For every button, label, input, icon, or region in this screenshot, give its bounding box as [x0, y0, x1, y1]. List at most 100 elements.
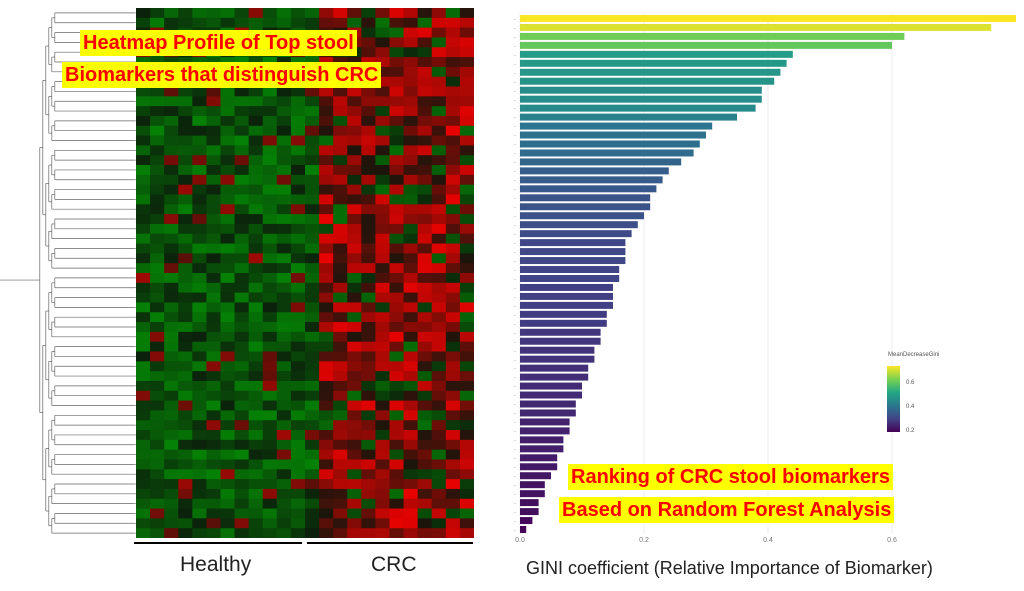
heatmap-cell [248, 96, 264, 107]
heatmap-cell [319, 380, 334, 392]
gini-bar [520, 266, 620, 274]
heatmap-cell [333, 420, 348, 431]
heatmap-cell [417, 194, 433, 205]
gini-bar [520, 122, 713, 130]
heatmap-cell [431, 17, 447, 28]
heatmap-cell [262, 135, 278, 146]
heatmap-cell [262, 223, 278, 235]
heatmap-cell [220, 508, 235, 519]
heatmap-cell [319, 292, 334, 303]
heatmap-cell [431, 125, 447, 136]
heatmap-cell [389, 253, 404, 264]
heatmap-cell [389, 243, 404, 254]
heatmap-cell [333, 459, 348, 470]
heatmap-cell [290, 17, 306, 28]
heatmap-cell [389, 410, 404, 421]
heatmap-cell [136, 518, 151, 529]
heatmap-cell [375, 145, 390, 156]
heatmap-cell [276, 371, 292, 382]
heatmap-cell [459, 273, 474, 284]
heatmap-cell [445, 302, 461, 313]
heatmap-cell [178, 223, 193, 235]
heatmap-cell [319, 96, 334, 107]
y-tick-mark: – [513, 151, 516, 156]
heatmap-cell [178, 390, 193, 401]
heatmap-cell [445, 243, 461, 254]
heatmap-cell [361, 488, 376, 500]
heatmap-cell [150, 204, 165, 215]
heatmap-cell [290, 439, 306, 450]
heatmap-cell [262, 361, 278, 372]
heatmap-cell [403, 400, 418, 411]
heatmap-cell [459, 165, 474, 176]
heatmap-cell [220, 273, 235, 284]
heatmap-cell [445, 145, 461, 156]
heatmap-cell [333, 410, 348, 421]
heatmap-cell [445, 66, 461, 77]
heatmap-cell [361, 184, 376, 195]
heatmap-cell [319, 204, 334, 215]
y-tick-mark: – [513, 35, 516, 40]
heatmap-cell [290, 115, 306, 127]
heatmap-cell [178, 341, 193, 352]
heatmap-cell [206, 204, 221, 215]
ranking-title-line2: Based on Random Forest Analysis [559, 497, 895, 523]
heatmap-cell [164, 282, 179, 293]
heatmap-cell [459, 459, 474, 470]
heatmap-cell [389, 312, 404, 323]
heatmap-cell [347, 420, 362, 431]
heatmap-cell [220, 351, 235, 362]
heatmap-cell [262, 145, 278, 156]
heatmap-cell [206, 528, 221, 538]
heatmap-cell [305, 498, 320, 509]
heatmap-cell [459, 380, 474, 392]
heatmap-cell [150, 302, 165, 313]
heatmap-cell [459, 420, 474, 431]
heatmap-cell [417, 263, 433, 274]
heatmap-cell [361, 302, 376, 313]
heatmap-cell [361, 204, 376, 215]
heatmap-cell [445, 282, 461, 293]
y-tick-mark: – [513, 124, 516, 129]
heatmap-cell [150, 479, 165, 490]
heatmap-cell [192, 17, 207, 28]
heatmap-cell [347, 351, 362, 362]
heatmap-cell [361, 508, 376, 519]
y-tick-mark: – [513, 223, 516, 228]
heatmap-cell [220, 498, 235, 509]
heatmap-cell [445, 322, 461, 333]
heatmap-cell [276, 449, 292, 460]
heatmap-cell [290, 449, 306, 460]
heatmap-cell [262, 400, 278, 411]
heatmap-cell [459, 479, 474, 490]
heatmap-cell [417, 371, 433, 382]
heatmap-cell [164, 292, 179, 303]
heatmap-cell [361, 165, 376, 176]
heatmap-cell [375, 322, 390, 333]
heatmap-cell [347, 292, 362, 303]
heatmap-cell [375, 282, 390, 293]
heatmap-cell [290, 400, 306, 411]
heatmap-cell [150, 430, 165, 441]
heatmap-cell [192, 214, 207, 225]
heatmap-cell [361, 17, 376, 28]
heatmap-cell [220, 253, 235, 264]
heatmap-cell [220, 420, 235, 431]
heatmap-cell [220, 174, 235, 185]
heatmap-cell [234, 273, 249, 284]
heatmap-cell [417, 282, 433, 293]
heatmap-cell [347, 380, 362, 392]
heatmap-cell [319, 400, 334, 411]
heatmap-cell [192, 498, 207, 509]
heatmap-cell [220, 282, 235, 293]
heatmap-cell [375, 135, 390, 146]
heatmap-cell [431, 518, 447, 529]
heatmap-cell [290, 508, 306, 519]
heatmap-cell [164, 17, 179, 28]
heatmap-cell [375, 37, 390, 48]
heatmap-cell [150, 518, 165, 529]
heatmap-cell [375, 341, 390, 352]
heatmap-cell [319, 488, 334, 500]
heatmap-cell [319, 331, 334, 342]
heatmap-cell [305, 282, 320, 293]
